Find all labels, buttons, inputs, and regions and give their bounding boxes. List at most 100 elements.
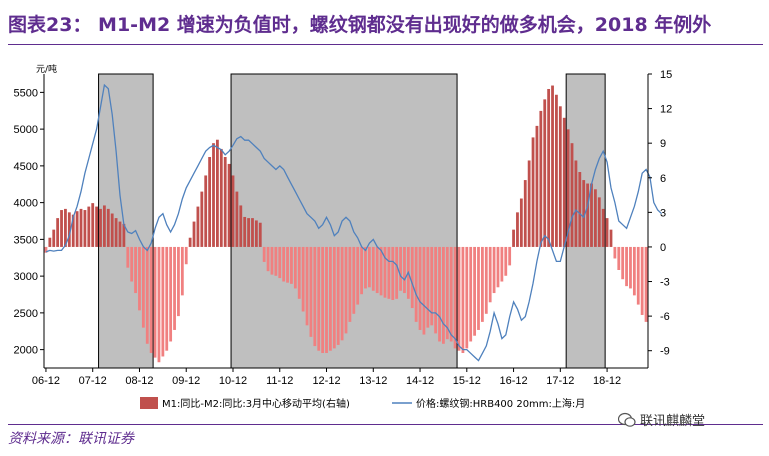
- source-divider: [8, 424, 763, 425]
- bar: [169, 246, 173, 342]
- line-series: [45, 83, 663, 362]
- bar: [293, 246, 297, 289]
- bar: [227, 163, 231, 247]
- x-tick-label: 12-12: [312, 375, 340, 387]
- bar: [91, 203, 95, 247]
- bar: [270, 246, 274, 275]
- bar: [44, 246, 48, 253]
- bar: [453, 246, 457, 349]
- bar: [617, 246, 621, 270]
- bar: [48, 237, 52, 247]
- bar: [516, 212, 519, 247]
- bar: [621, 246, 625, 280]
- bar: [258, 222, 262, 247]
- bar: [578, 172, 582, 247]
- bar: [313, 246, 317, 347]
- bar: [426, 246, 430, 328]
- bar: [601, 208, 605, 247]
- bar: [173, 246, 176, 330]
- bar: [360, 246, 363, 295]
- bar: [574, 160, 578, 247]
- bar: [64, 208, 67, 247]
- left-tick-label: 3500: [14, 234, 38, 246]
- bar: [477, 246, 480, 330]
- bar: [547, 88, 551, 247]
- bar: [165, 246, 169, 351]
- bar: [301, 246, 305, 312]
- left-tick-label: 3000: [14, 271, 38, 283]
- chart: 2000 2500 3000 3500 4000 4500 5000 5500 元/吨 -9 -6 -…: [14, 63, 673, 410]
- bar: [632, 246, 636, 296]
- bar: [356, 246, 360, 305]
- bar: [200, 191, 204, 247]
- x-tick-label: 10-12: [219, 375, 247, 387]
- bar: [332, 246, 336, 349]
- bar: [149, 246, 153, 354]
- bar: [83, 210, 87, 247]
- bar: [461, 246, 465, 354]
- bar: [219, 148, 223, 247]
- legend-label-bar: M1:同比-M2:同比:3月中心移动平均(右轴): [162, 397, 350, 410]
- bar: [383, 246, 387, 298]
- right-tick-label: 9: [660, 138, 666, 150]
- x-tick-label: 08-12: [125, 375, 153, 387]
- bar: [184, 246, 188, 265]
- bar: [597, 197, 601, 247]
- bar: [508, 246, 512, 266]
- bar: [247, 218, 250, 247]
- bar: [430, 246, 434, 326]
- bar: [95, 206, 99, 247]
- right-tick-label: -9: [660, 346, 670, 358]
- bar: [212, 143, 215, 247]
- bar: [555, 94, 558, 247]
- bar: [52, 229, 56, 247]
- bar: [523, 180, 527, 247]
- bar: [309, 246, 313, 337]
- bar: [484, 246, 488, 314]
- bar: [348, 246, 352, 322]
- bar: [403, 246, 406, 294]
- bar: [593, 189, 597, 247]
- x-tick-label: 06-12: [32, 375, 60, 387]
- bar: [562, 117, 566, 247]
- bar: [153, 246, 157, 358]
- bar: [102, 205, 106, 247]
- bar: [625, 246, 628, 287]
- bar: [251, 218, 254, 247]
- bar: [496, 246, 500, 288]
- bar: [551, 85, 554, 247]
- x-tick-label: 14-12: [406, 375, 434, 387]
- bar: [465, 246, 469, 349]
- bar: [204, 175, 208, 247]
- bar: [79, 208, 83, 247]
- bar: [457, 246, 461, 351]
- bar: [500, 246, 504, 282]
- bar: [613, 246, 617, 259]
- bar: [434, 246, 438, 334]
- bar: [208, 157, 212, 247]
- bar: [379, 246, 383, 296]
- title-divider: [8, 44, 763, 45]
- bar: [297, 246, 301, 299]
- left-tick-label: 4500: [14, 161, 38, 173]
- price-line: [45, 83, 663, 362]
- bar: [138, 246, 141, 311]
- bar: [445, 246, 449, 340]
- bar: [290, 246, 293, 284]
- bar: [325, 246, 328, 354]
- bar: [605, 218, 609, 247]
- bar: [274, 246, 278, 276]
- bar: [519, 198, 523, 247]
- axes: 2000 2500 3000 3500 4000 4500 5000 5500 元/吨 -9 -6 -…: [14, 63, 673, 387]
- bar: [640, 246, 644, 315]
- bar: [344, 246, 348, 334]
- bar: [254, 220, 258, 247]
- watermark-text: 联讯麒麟堂: [640, 414, 706, 429]
- bar: [418, 246, 422, 330]
- bar: [286, 246, 289, 283]
- right-tick-label: 3: [660, 207, 666, 219]
- bar: [539, 110, 543, 247]
- bar: [504, 246, 508, 276]
- bar: [110, 213, 114, 247]
- bar: [161, 246, 165, 357]
